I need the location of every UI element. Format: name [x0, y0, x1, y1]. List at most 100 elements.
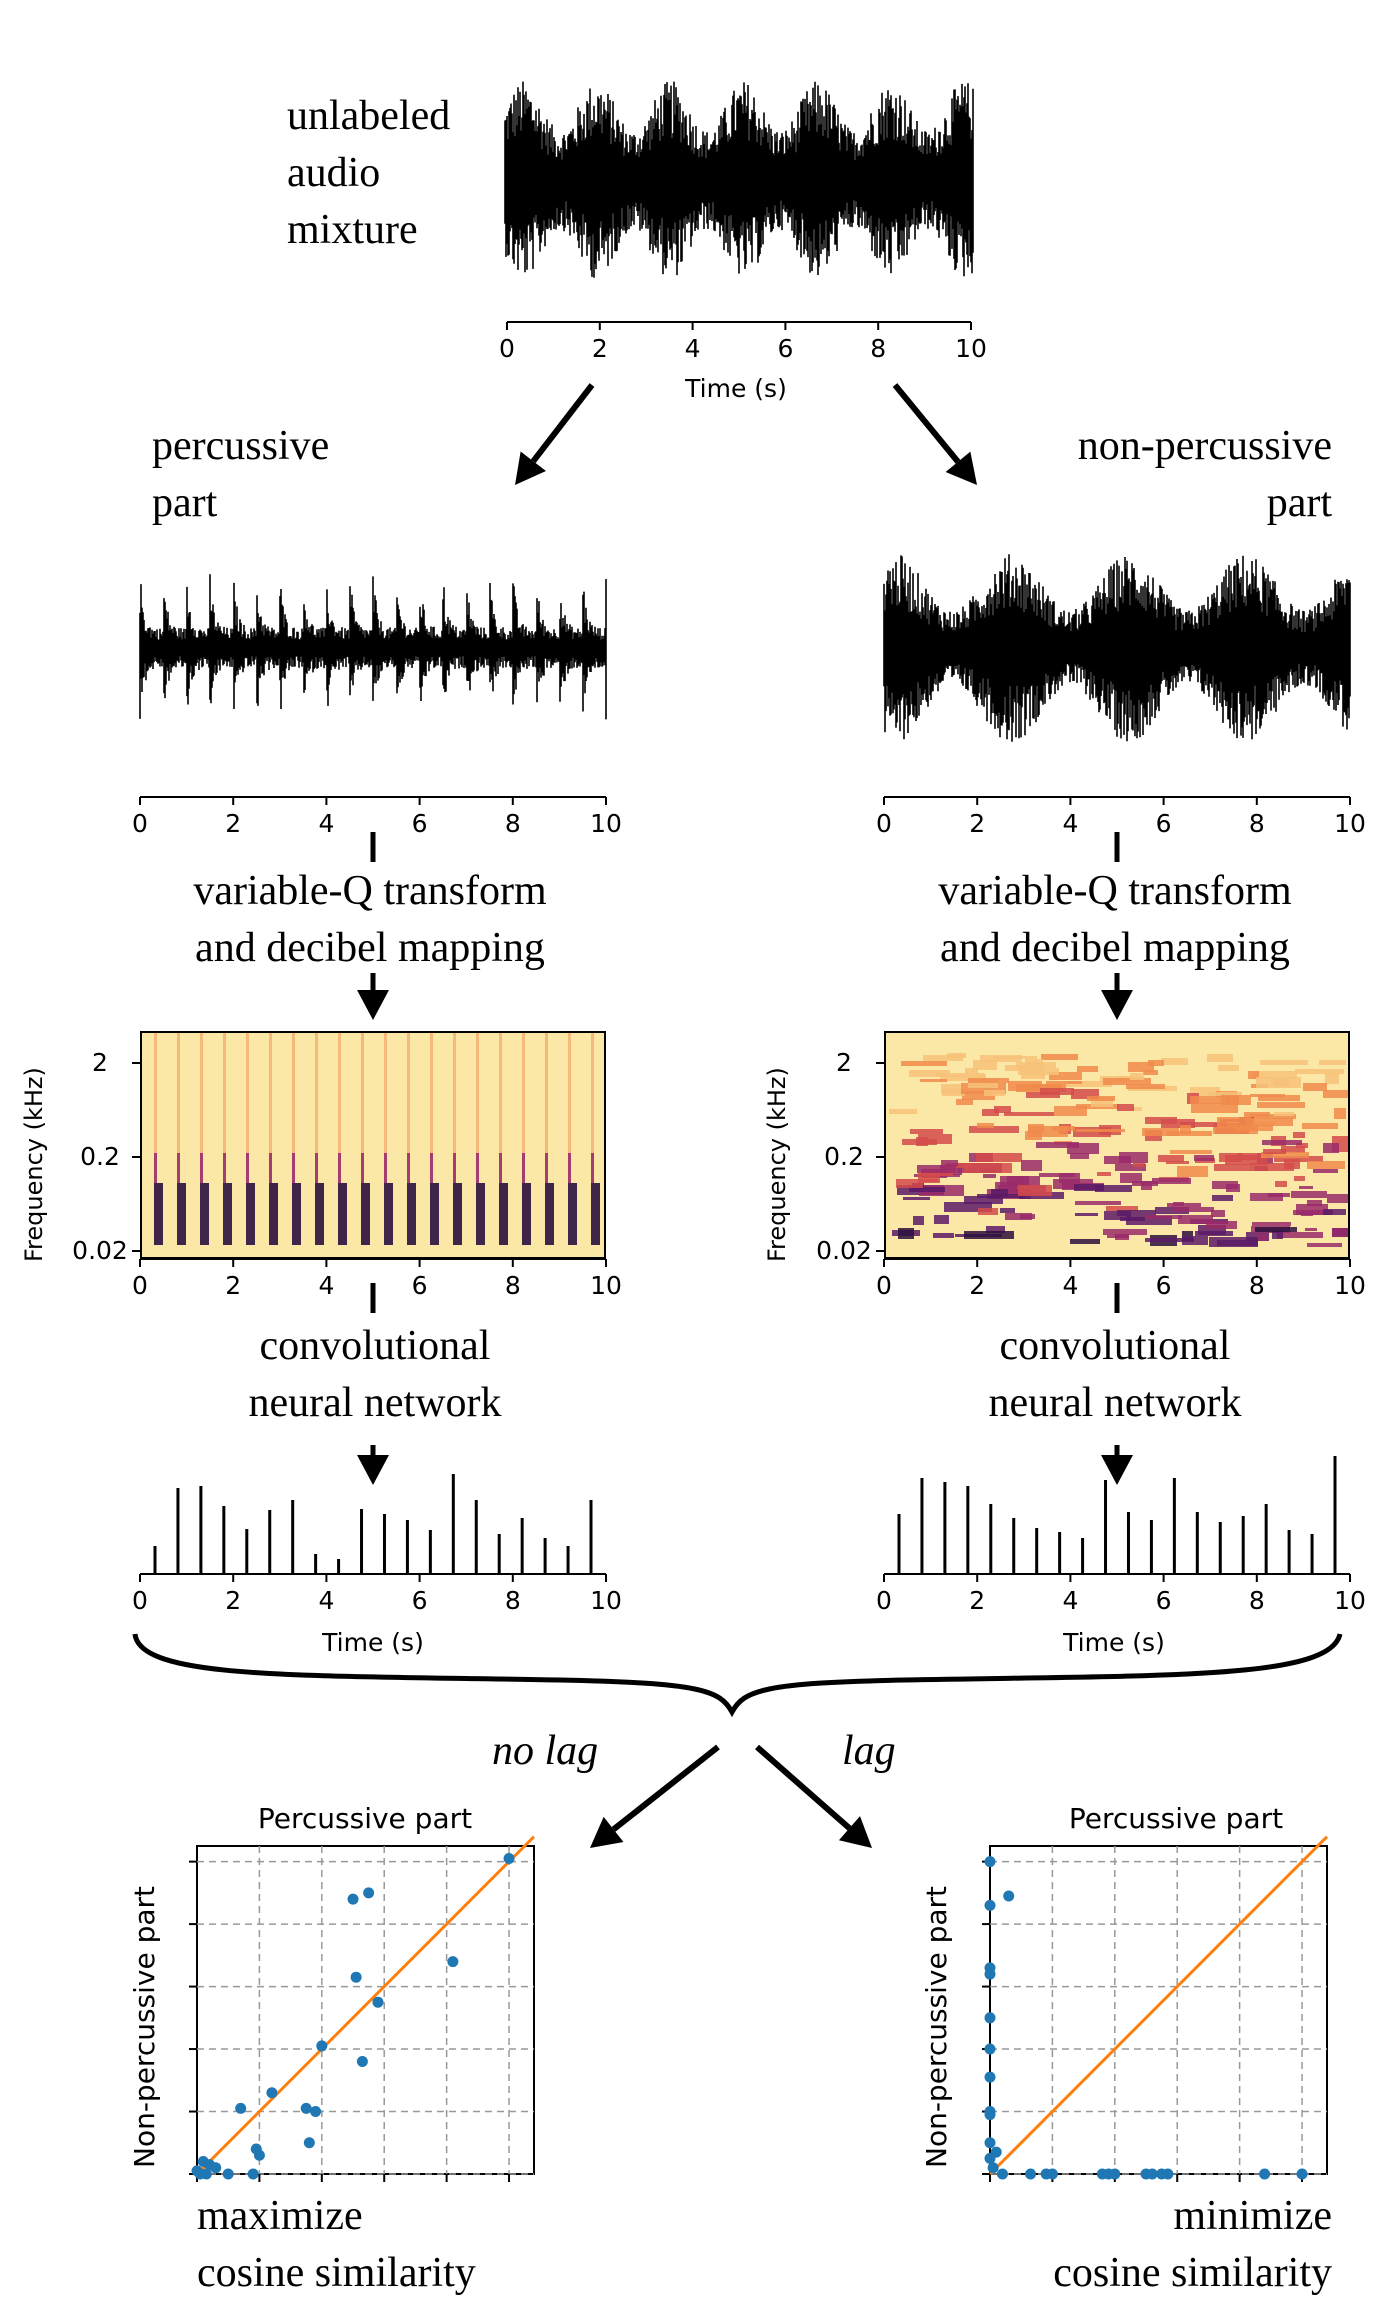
right-scatter-point [1025, 2168, 1037, 2180]
right-cnn-label: convolutional neural network [988, 1323, 1242, 1426]
percussive-axis-tick-label: 0 [132, 809, 148, 838]
left-transform-label: variable-Q transform and decibel mapping [193, 868, 547, 971]
no-lag-label: no lag [492, 1728, 599, 1774]
arrow-right-transform-head [1101, 990, 1133, 1020]
percussive-axis-tick-label: 6 [411, 809, 428, 838]
right-scatter-point [1109, 2168, 1121, 2180]
left-scatter-point [253, 2149, 265, 2161]
right-scatter-point [984, 2012, 996, 2024]
left-impulse-axis-tick-label: 6 [411, 1586, 428, 1615]
arrow-lag-head [838, 1816, 872, 1848]
arrow-no-lag-shaft [611, 1744, 720, 1832]
left-scatter-point [347, 1893, 359, 1905]
arrow-right-cnn-head [1101, 1455, 1133, 1485]
non-percussive-axis-tick-label: 2 [969, 809, 986, 838]
arrow-to-percussive-shaft [530, 383, 595, 464]
non-percussive-axis-tick-label: 4 [1062, 809, 1079, 838]
spec-right-texture [886, 1033, 1348, 1257]
left-spec-axis-tick-label: 10 [590, 1271, 622, 1300]
right-impulse-axis-tick-label: 8 [1248, 1586, 1265, 1615]
arrow-lag-shaft [755, 1744, 852, 1831]
right-scatter-point [1046, 2168, 1058, 2180]
left-scatter-point [350, 1971, 362, 1983]
right-scatter-caption: minimize cosine similarity [1053, 2193, 1332, 2296]
left-scatter-point [266, 2087, 278, 2099]
arrow-to-non-percussive-shaft [892, 383, 961, 464]
left-scatter-point [310, 2106, 322, 2118]
left-impulse-axis-tick-label: 8 [504, 1586, 521, 1615]
mixture-wave [504, 81, 974, 278]
right-scatter-point [984, 2137, 996, 2149]
right-scatter-point [987, 2162, 999, 2174]
right-impulse-axis-tick-label: 4 [1062, 1586, 1079, 1615]
non-percussive-axis-tick-label: 10 [1334, 809, 1366, 838]
spec-left-texture [142, 1033, 604, 1257]
percussive-axis-tick-label: 10 [590, 809, 622, 838]
left-spec-axis-tick-label: 6 [411, 1271, 428, 1300]
right-scatter-point [984, 1968, 996, 1980]
percussive-label: percussive part [152, 423, 330, 526]
right-scatter-title: Percussive part [1068, 1802, 1284, 1835]
left-scatter-point [235, 2102, 247, 2114]
left-spec-axis-tick-label: 4 [318, 1271, 335, 1300]
left-scatter-point [447, 1956, 459, 1968]
spec-ytick-label: 0.2 [80, 1142, 120, 1171]
right-impulse-axis-tick-label: 10 [1334, 1586, 1366, 1615]
percussive-wave [139, 574, 607, 720]
spec-ytick-label: 0.02 [72, 1236, 128, 1265]
right-spec-axis-tick-label: 2 [969, 1271, 986, 1300]
curly-brace [132, 1633, 1343, 1718]
percussive-axis-tick-label: 8 [504, 809, 521, 838]
left-spec-axis-tick-label: 0 [132, 1271, 148, 1300]
right-scatter-point [984, 1856, 996, 1868]
right-impulse-axis-tick-label: 6 [1155, 1586, 1172, 1615]
right-time-label: Time (s) [1063, 1628, 1165, 1657]
mixture-axis-tick-label: 0 [499, 334, 515, 363]
right-impulse-axis-tick-label: 0 [876, 1586, 892, 1615]
left-impulse-axis-tick-label: 4 [318, 1586, 335, 1615]
left-scatter-point [303, 2137, 315, 2149]
right-scatter-point [1259, 2168, 1271, 2180]
left-scatter-point [503, 1852, 515, 1864]
left-cnn-label: convolutional neural network [248, 1323, 502, 1426]
left-scatter-title: Percussive part [257, 1802, 473, 1835]
mixture-axis-tick-label: 6 [777, 334, 794, 363]
right-spec-axis-tick-label: 0 [876, 1271, 892, 1300]
left-scatter-point [316, 2040, 328, 2052]
left-scatter-point [372, 1996, 384, 2008]
arrow-to-percussive-head [515, 451, 546, 485]
mixture-axis-tick-label: 2 [591, 334, 608, 363]
percussive-spectrogram [140, 1031, 606, 1259]
left-scatter-identity-line [195, 1835, 536, 2176]
left-impulse-axis-tick-label: 2 [225, 1586, 242, 1615]
mixture-axis-tick-label: 8 [870, 334, 887, 363]
left-spec-axis-tick-label: 2 [225, 1271, 242, 1300]
percussive-axis-tick-label: 2 [225, 809, 242, 838]
right-scatter-point [984, 2071, 996, 2083]
right-scatter-point [1003, 1890, 1015, 1902]
left-scatter-point [356, 2056, 368, 2068]
arrow-to-non-percussive-head [945, 451, 977, 485]
left-scatter-point [194, 2168, 206, 2180]
percussive-axis-tick-label: 4 [318, 809, 335, 838]
left-scatter-point [222, 2168, 234, 2180]
arrow-no-lag-head [590, 1816, 624, 1848]
arrow-left-transform-head [357, 990, 389, 1020]
mixture-axis-tick-label: 4 [684, 334, 701, 363]
right-scatter-point [984, 2109, 996, 2121]
left-scatter-point [300, 2102, 312, 2114]
right-scatter-point [984, 1899, 996, 1911]
lag-label: lag [842, 1728, 896, 1774]
non-percussive-axis-tick-label: 8 [1248, 809, 1265, 838]
spec-ytick-label: 2 [92, 1048, 108, 1077]
non-percussive-axis-tick-label: 0 [876, 809, 892, 838]
non-percussive-spectrogram [884, 1031, 1350, 1259]
right-spec-axis-tick-label: 8 [1248, 1271, 1265, 1300]
right-scatter-point [1296, 2168, 1308, 2180]
mixture-label: unlabeled audio mixture [287, 93, 451, 253]
right-scatter-point [984, 2043, 996, 2055]
left-impulse-axis-tick-label: 10 [590, 1586, 622, 1615]
mixture-axis-tick-label: 10 [955, 334, 987, 363]
left-time-label: Time (s) [322, 1628, 424, 1657]
right-scatter-identity-line [988, 1835, 1329, 2176]
